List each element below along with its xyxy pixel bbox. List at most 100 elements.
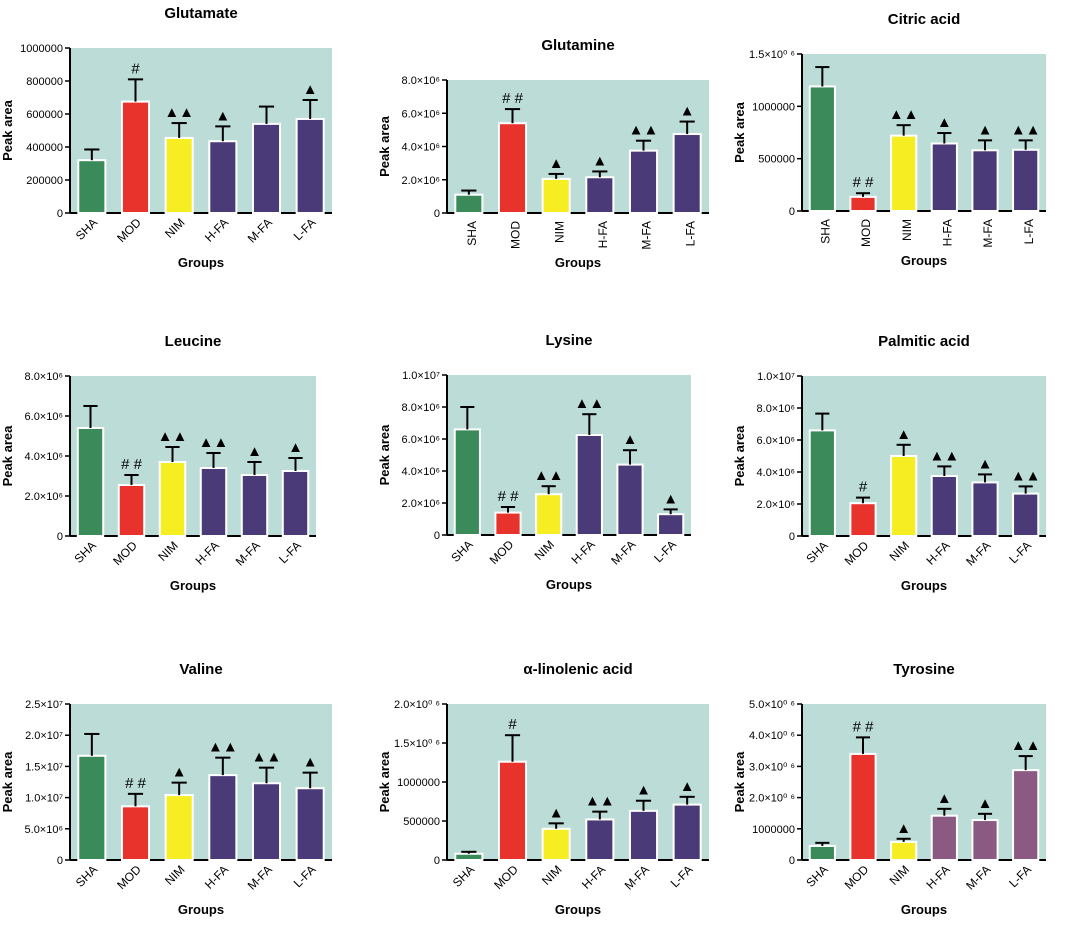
significance-marker: ▲▲ (929, 447, 959, 464)
chart-title: α-linolenic acid (523, 661, 632, 678)
y-tick-label: 8.0×10⁶ (25, 371, 63, 383)
chart-title: Citric acid (888, 11, 961, 28)
bar (971, 819, 999, 862)
x-tick-label: SHA (73, 215, 100, 242)
chart-panel: Glutamate 0 200000 400000 600000 800000 100000… (0, 5, 332, 270)
bar (240, 474, 269, 537)
x-tick-label: H-FA (202, 215, 231, 244)
significance-marker: ▲ (896, 426, 911, 443)
x-tick-label: M-FA (963, 538, 993, 568)
x-axis-label: Groups (546, 577, 592, 592)
significance-marker: ▲▲ (164, 104, 194, 121)
significance-marker: ▲ (549, 155, 564, 172)
x-tick-label: MOD (114, 862, 144, 892)
y-tick-label: 0 (789, 855, 795, 867)
significance-marker: # # (498, 488, 520, 505)
x-tick-label: MOD (487, 537, 517, 567)
bar (295, 787, 325, 861)
significance-marker: ▲ (680, 778, 695, 795)
x-tick-label: NIM (887, 538, 912, 563)
y-axis-label: Peak area (0, 425, 15, 486)
chart-panel: Leucine 0 2.0×10⁶ 4.0×10⁶ 6.0×10⁶ 8.0×10⁶ Peak… (0, 333, 316, 593)
significance-marker: ▲ (978, 795, 993, 812)
y-axis-label: Peak area (732, 751, 747, 812)
significance-marker: ▲ (937, 790, 952, 807)
y-tick-label: 0 (57, 531, 63, 543)
y-axis-label: Peak area (377, 115, 392, 176)
bar (849, 752, 877, 861)
bar (930, 475, 958, 537)
y-tick-label: 4.0×10⁰ ⁶ (749, 730, 795, 742)
x-tick-label: SHA (819, 219, 833, 244)
x-tick-label: MOD (509, 221, 523, 249)
x-tick-label: H-FA (923, 538, 952, 567)
y-tick-label: 8.0×10⁶ (402, 75, 440, 87)
y-tick-label: 1000000 (752, 101, 795, 113)
bar (628, 809, 659, 861)
bar (453, 428, 481, 536)
bar (281, 470, 310, 537)
plot-background (447, 704, 709, 860)
significance-marker: # (131, 60, 140, 77)
y-tick-label: 2.0×10⁰ ⁶ (394, 699, 440, 711)
y-tick-label: 4.0×10⁶ (757, 467, 795, 479)
y-tick-label: 0 (789, 206, 795, 218)
bar (251, 782, 282, 861)
y-tick-label: 2.5×10⁷ (25, 699, 63, 711)
significance-marker: ▲ (636, 782, 651, 799)
significance-marker: ▲ (303, 81, 318, 98)
bar (930, 142, 958, 213)
y-tick-label: 2.0×10⁶ (25, 491, 63, 503)
chart-title: Lysine (546, 332, 593, 349)
significance-marker: ▲▲ (1011, 121, 1041, 138)
y-tick-label: 2.0×10⁶ (402, 175, 440, 187)
x-tick-label: L-FA (276, 538, 304, 566)
y-tick-label: 0 (434, 855, 440, 867)
y-tick-label: 4.0×10⁶ (402, 142, 440, 154)
chart-title: Valine (179, 661, 222, 678)
y-axis-label: Peak area (732, 425, 747, 486)
significance-marker: ▲▲ (1011, 737, 1041, 754)
y-tick-label: 400000 (26, 142, 63, 154)
significance-marker: # (859, 479, 868, 496)
chart-title: Palmitic acid (878, 333, 970, 350)
significance-marker: ▲ (549, 804, 564, 821)
y-tick-label: 5.0×10⁶ (25, 824, 63, 836)
y-tick-label: 0 (789, 531, 795, 543)
x-tick-label: SHA (73, 862, 100, 889)
x-tick-label: SHA (72, 538, 99, 565)
x-tick-label: M-FA (233, 538, 263, 568)
x-tick-label: M-FA (245, 862, 275, 892)
bar (76, 427, 105, 537)
x-axis-label: Groups (901, 253, 947, 268)
x-tick-label: MOD (491, 862, 521, 892)
x-tick-label: H-FA (596, 221, 610, 248)
x-tick-label: L-FA (683, 221, 697, 246)
y-tick-label: 0 (434, 530, 440, 542)
plot-background (70, 48, 332, 213)
significance-marker: # # (125, 775, 147, 792)
chart-panel: Lysine 0 2.0×10⁶ 4.0×10⁶ 6.0×10⁶ 8.0×10⁶ 1.0×1… (377, 332, 691, 592)
x-tick-label: M-FA (245, 215, 275, 245)
x-tick-label: NIM (887, 862, 912, 887)
significance-marker: ▲ (592, 152, 607, 169)
significance-marker: ▲ (623, 431, 638, 448)
plot-background (447, 80, 709, 213)
y-tick-label: 6.0×10⁶ (757, 435, 795, 447)
x-tick-label: SHA (450, 862, 477, 889)
chart-panel: Citric acid 0 500000 1000000 1.5×10⁰ ⁶ Peak a… (732, 11, 1046, 268)
significance-marker: ▲▲ (574, 395, 604, 412)
x-tick-label: L-FA (1022, 219, 1036, 244)
y-tick-label: 3.0×10⁰ ⁶ (749, 761, 795, 773)
bar (454, 193, 484, 214)
bar (541, 827, 571, 861)
significance-marker: ▲ (937, 114, 952, 131)
bar (890, 840, 918, 861)
y-tick-label: 6.0×10⁶ (25, 411, 63, 423)
significance-marker: # (508, 716, 517, 733)
plot-background (70, 704, 332, 860)
x-tick-label: NIM (900, 219, 914, 241)
significance-marker: ▲ (215, 107, 230, 124)
